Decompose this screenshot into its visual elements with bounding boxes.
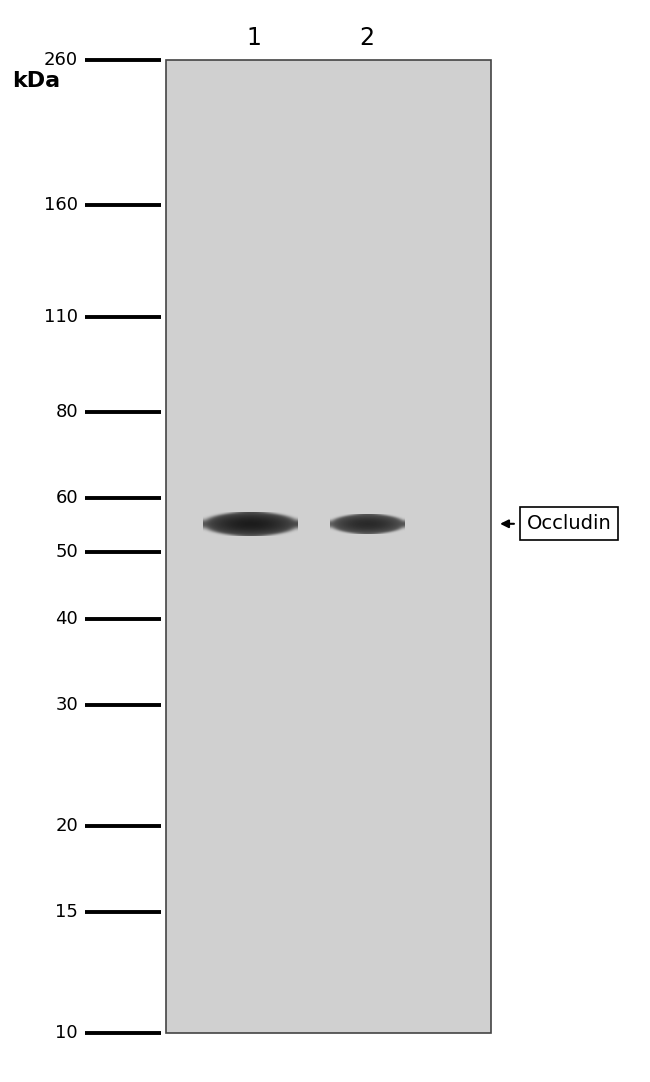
Text: 50: 50 [55, 543, 78, 562]
Text: 2: 2 [359, 26, 375, 50]
Text: Occludin: Occludin [526, 514, 611, 533]
Text: 80: 80 [55, 403, 78, 421]
Text: 10: 10 [55, 1025, 78, 1042]
Text: kDa: kDa [12, 71, 60, 91]
Text: 30: 30 [55, 696, 78, 714]
Text: 15: 15 [55, 903, 78, 921]
Text: 1: 1 [246, 26, 261, 50]
Text: 110: 110 [44, 307, 78, 326]
Text: 40: 40 [55, 610, 78, 628]
Text: 20: 20 [55, 817, 78, 835]
Bar [166, 60, 491, 1033]
Text: 260: 260 [44, 51, 78, 68]
Text: 160: 160 [44, 196, 78, 213]
Text: 60: 60 [55, 489, 78, 506]
